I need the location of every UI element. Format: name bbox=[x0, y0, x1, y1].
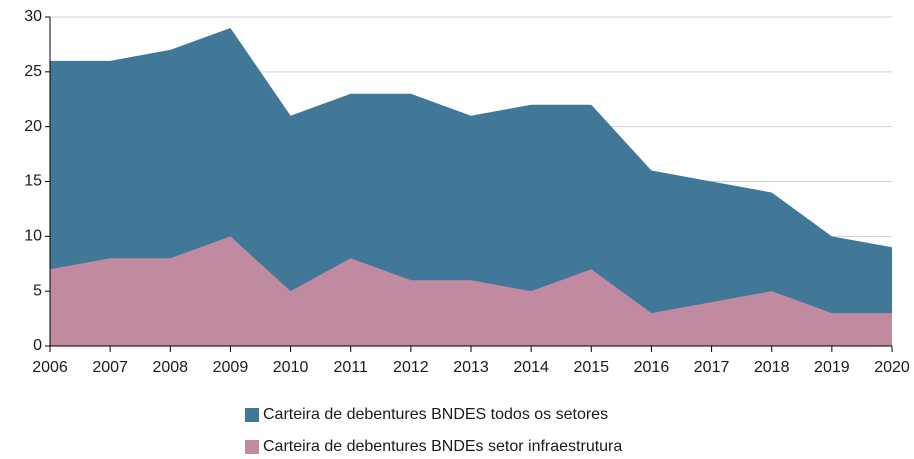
legend-label: Carteira de debentures BNDES todos os se… bbox=[263, 406, 608, 423]
x-tick-label: 2020 bbox=[874, 359, 910, 376]
x-tick-label: 2019 bbox=[814, 359, 850, 376]
legend-swatch bbox=[245, 408, 259, 422]
legend-label: Carteira de debentures BNDEs setor infra… bbox=[263, 438, 622, 455]
x-tick-label: 2015 bbox=[573, 359, 609, 376]
legend-swatch bbox=[245, 440, 259, 454]
y-tick-label: 20 bbox=[24, 118, 42, 135]
x-tick-label: 2007 bbox=[92, 359, 128, 376]
y-tick-label: 5 bbox=[33, 282, 42, 299]
y-tick-label: 10 bbox=[24, 228, 42, 245]
x-tick-label: 2014 bbox=[513, 359, 549, 376]
area bbox=[50, 236, 892, 346]
y-tick-label: 0 bbox=[33, 337, 42, 354]
x-tick-label: 2016 bbox=[634, 359, 670, 376]
x-tick-label: 2013 bbox=[453, 359, 489, 376]
x-tick-label: 2006 bbox=[32, 359, 68, 376]
x-tick-label: 2012 bbox=[393, 359, 429, 376]
x-tick-label: 2017 bbox=[694, 359, 730, 376]
y-tick-label: 25 bbox=[24, 63, 42, 80]
x-tick-label: 2010 bbox=[273, 359, 309, 376]
x-tick-label: 2008 bbox=[152, 359, 188, 376]
y-tick-label: 30 bbox=[24, 8, 42, 25]
x-tick-label: 2011 bbox=[334, 359, 369, 376]
x-tick-label: 2009 bbox=[213, 359, 249, 376]
x-tick-label: 2018 bbox=[754, 359, 790, 376]
y-tick-label: 15 bbox=[24, 173, 42, 190]
